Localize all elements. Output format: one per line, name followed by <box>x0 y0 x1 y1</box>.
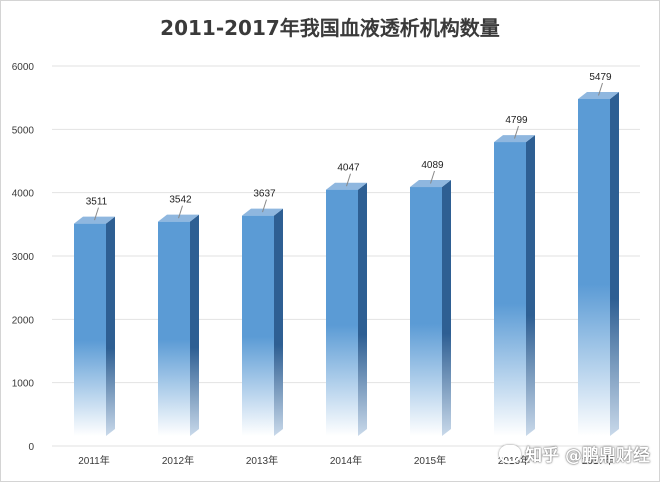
bar-front-face <box>326 189 358 436</box>
bar-side-face <box>442 180 451 436</box>
y-tick-label: 4000 <box>12 189 35 200</box>
data-label: 5479 <box>589 72 612 83</box>
x-tick-label: 2011年 <box>78 454 110 467</box>
chart-title: 2011-2017年我国血液透析机构数量 <box>160 16 500 40</box>
data-label-leader <box>262 199 267 213</box>
bar <box>242 208 283 436</box>
y-tick-label: 0 <box>28 442 34 453</box>
data-label-leader <box>94 207 99 221</box>
y-tick-label: 3000 <box>12 252 35 263</box>
data-label-leader <box>346 173 351 187</box>
y-tick-label: 2000 <box>12 315 35 326</box>
bar <box>494 135 535 436</box>
x-tick-label: 2012年 <box>162 454 194 467</box>
data-label-leader <box>178 205 183 219</box>
y-tick-label: 5000 <box>12 125 35 136</box>
bar-side-face <box>106 216 115 436</box>
watermark-text: 知乎 @鹏鼎财经 <box>525 446 650 466</box>
data-label: 4047 <box>337 163 360 174</box>
data-label: 3542 <box>169 195 192 206</box>
bar-front-face <box>74 223 106 436</box>
bar <box>158 214 199 436</box>
y-tick-label: 6000 <box>12 62 35 73</box>
bar-front-face <box>410 187 442 436</box>
bar-front-face <box>158 221 190 436</box>
bar-side-face <box>274 208 283 436</box>
bar <box>326 182 367 436</box>
x-tick-label: 2017年 <box>582 454 614 467</box>
bar-side-face <box>526 135 535 436</box>
bar <box>578 91 619 436</box>
watermark: 知乎 @鹏鼎财经 <box>499 441 650 466</box>
bar-side-face <box>190 214 199 436</box>
bar-front-face <box>494 142 526 436</box>
data-label: 3511 <box>86 197 108 208</box>
bar-front-face <box>242 215 274 436</box>
data-label: 4799 <box>505 115 528 126</box>
bar-front-face <box>578 98 610 436</box>
data-label-leader <box>514 125 519 139</box>
x-tick-label: 2015年 <box>414 454 446 467</box>
bar <box>410 180 451 436</box>
zhihu-logo-icon <box>499 444 522 463</box>
x-tick-label: 2013年 <box>246 454 278 467</box>
y-tick-label: 1000 <box>12 379 35 390</box>
x-tick-label: 2014年 <box>330 454 362 467</box>
data-label-leader <box>598 82 603 96</box>
bar-side-face <box>610 91 619 436</box>
data-label: 4089 <box>421 160 444 171</box>
data-label-leader <box>430 170 435 184</box>
bar <box>74 216 115 436</box>
data-label: 3637 <box>253 189 276 200</box>
bar-side-face <box>358 182 367 436</box>
